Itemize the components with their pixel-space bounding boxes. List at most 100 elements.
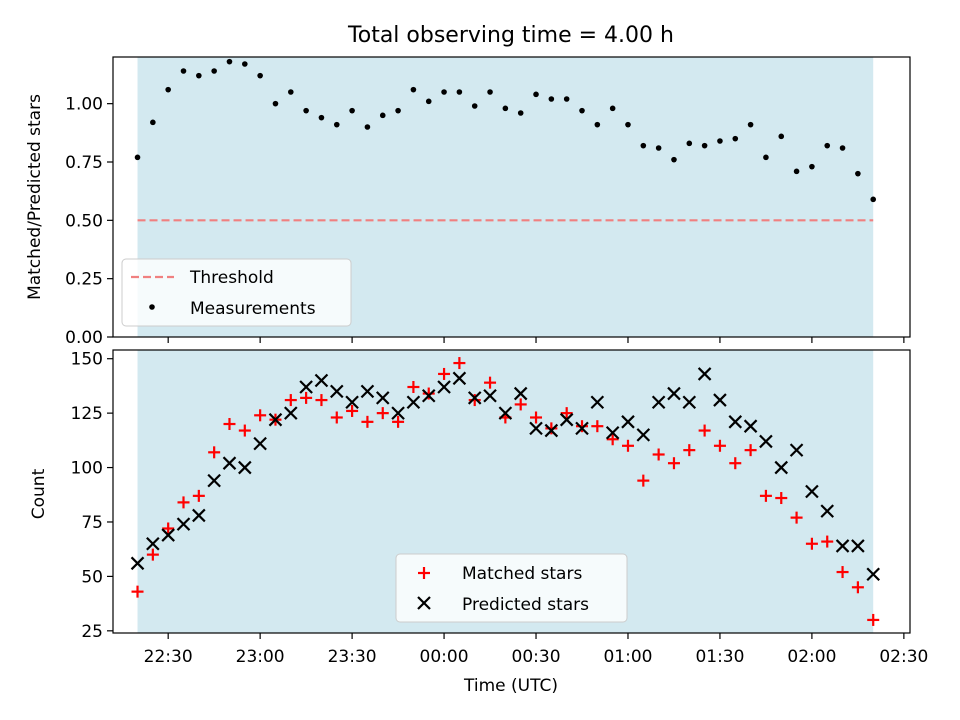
point-measurements xyxy=(809,163,815,170)
point-predicted-stars xyxy=(835,539,850,553)
point-measurements xyxy=(640,142,647,149)
point-predicted-stars xyxy=(207,473,221,488)
point-matched-stars xyxy=(606,433,619,446)
point-predicted-stars xyxy=(314,373,329,388)
point-measurements xyxy=(364,124,371,130)
point-matched-stars xyxy=(468,394,481,407)
point-matched-stars xyxy=(146,548,159,561)
legend-predicted-swatch xyxy=(417,596,431,610)
point-predicted-stars xyxy=(238,460,252,475)
point-predicted-stars xyxy=(697,367,712,381)
bottom-legend-box xyxy=(395,553,628,623)
point-matched-stars xyxy=(683,444,696,457)
point-predicted-stars xyxy=(268,412,283,427)
top-ytick-label: 0.50 xyxy=(65,211,103,231)
point-measurements xyxy=(870,196,877,203)
point-predicted-stars xyxy=(636,428,651,442)
bottom-marks xyxy=(130,357,880,626)
point-predicted-stars xyxy=(192,508,206,523)
point-matched-stars xyxy=(805,537,818,550)
point-measurements xyxy=(257,72,263,79)
point-predicted-stars xyxy=(851,539,865,553)
point-measurements xyxy=(134,154,141,161)
point-measurements xyxy=(211,68,217,74)
point-matched-stars xyxy=(330,411,343,424)
bottom-x-axis-label: Time (UTC) xyxy=(463,676,558,696)
point-measurements xyxy=(625,121,631,128)
point-matched-stars xyxy=(407,381,420,394)
point-predicted-stars xyxy=(805,484,819,499)
point-matched-stars xyxy=(851,581,864,594)
point-measurements xyxy=(272,100,279,107)
point-predicted-stars xyxy=(467,391,482,405)
top-chart-title: Total observing time = 4.00 h xyxy=(347,23,674,48)
point-measurements xyxy=(533,91,539,98)
point-matched-stars xyxy=(667,457,680,470)
point-matched-stars xyxy=(591,420,604,433)
point-predicted-stars xyxy=(621,415,635,429)
point-measurements xyxy=(855,170,861,177)
point-measurements xyxy=(701,142,708,149)
point-predicted-stars xyxy=(421,388,436,403)
point-measurements xyxy=(303,107,309,114)
point-matched-stars xyxy=(836,566,849,579)
point-predicted-stars xyxy=(866,567,880,582)
point-measurements xyxy=(824,142,831,149)
point-matched-stars xyxy=(422,387,435,400)
top-panel: Total observing time = 4.00 h Matched/Pr… xyxy=(25,23,911,348)
point-predicted-stars xyxy=(820,504,835,518)
point-matched-stars xyxy=(698,424,711,437)
top-plot-frame xyxy=(112,56,911,338)
top-x-ticks xyxy=(167,337,905,343)
point-measurements xyxy=(793,168,800,175)
point-measurements xyxy=(747,121,754,128)
point-measurements xyxy=(349,107,355,114)
point-predicted-stars xyxy=(391,406,405,420)
top-y-axis-label: Matched/Predicted stars xyxy=(25,94,45,300)
point-matched-stars xyxy=(759,489,772,502)
point-measurements xyxy=(563,96,570,102)
top-y-ticks: 0.00 0.25 0.50 0.75 1.00 xyxy=(65,95,113,348)
point-matched-stars xyxy=(637,474,650,487)
point-predicted-stars xyxy=(452,371,467,386)
point-predicted-stars xyxy=(513,386,528,401)
bottom-xtick-label: 00:30 xyxy=(512,647,561,667)
point-matched-stars xyxy=(162,522,175,535)
point-matched-stars xyxy=(346,404,359,417)
bottom-ytick-label: 25 xyxy=(81,622,103,642)
legend-predicted-label: Predicted stars xyxy=(462,595,589,615)
point-matched-stars xyxy=(560,407,573,420)
point-predicted-stars xyxy=(161,528,175,542)
point-measurements xyxy=(395,107,401,114)
point-measurements xyxy=(471,103,478,109)
bottom-xtick-label: 02:00 xyxy=(787,647,836,667)
point-predicted-stars xyxy=(713,393,727,407)
point-matched-stars xyxy=(453,357,466,370)
point-predicted-stars xyxy=(774,460,789,475)
point-predicted-stars xyxy=(329,384,344,399)
point-predicted-stars xyxy=(498,406,513,420)
point-measurements xyxy=(839,145,846,151)
bottom-xtick-label: 00:00 xyxy=(420,647,469,667)
point-measurements xyxy=(165,86,171,93)
point-predicted-stars xyxy=(605,425,620,440)
point-predicted-stars xyxy=(483,388,497,403)
point-matched-stars xyxy=(545,422,558,435)
point-predicted-stars xyxy=(253,436,267,451)
bottom-xtick-label: 02:30 xyxy=(879,647,928,667)
point-measurements xyxy=(226,58,233,65)
point-matched-stars xyxy=(713,439,726,452)
top-ytick-label: 0.75 xyxy=(65,153,103,173)
point-measurements xyxy=(609,105,616,112)
point-predicted-stars xyxy=(375,391,390,405)
point-predicted-stars xyxy=(360,384,375,399)
point-measurements xyxy=(180,68,187,74)
point-matched-stars xyxy=(514,398,527,411)
point-predicted-stars xyxy=(544,423,559,438)
bottom-ytick-label: 125 xyxy=(71,404,103,424)
point-measurements xyxy=(410,86,417,93)
bottom-ytick-label: 50 xyxy=(81,567,103,587)
legend-measurements-label: Measurements xyxy=(190,299,316,319)
point-predicted-stars xyxy=(651,395,666,410)
point-matched-stars xyxy=(790,511,803,524)
